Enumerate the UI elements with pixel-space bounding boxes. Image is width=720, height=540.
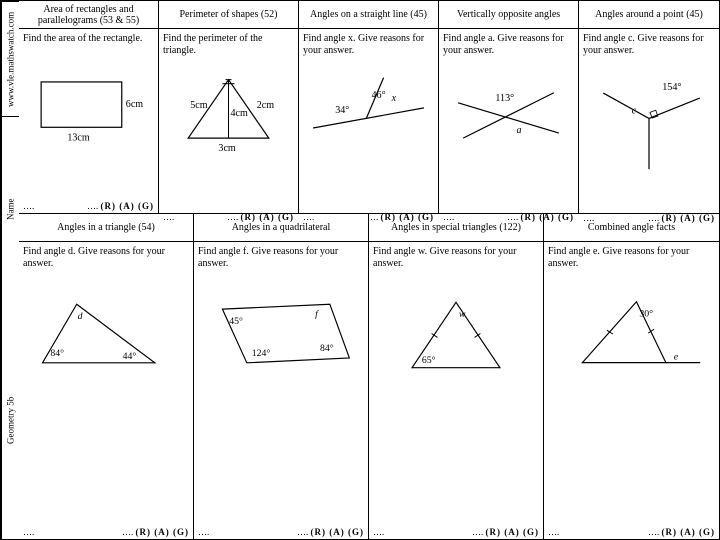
task-triangle-perim: Find the perimeter of the triangle. 5cm … [159, 29, 299, 214]
svg-text:4cm: 4cm [231, 108, 248, 119]
svg-text:45°: 45° [229, 316, 243, 327]
col-header: Combined angle facts [544, 214, 719, 242]
svg-text:46°: 46° [372, 90, 386, 101]
task-vertical: Find angle a. Give reasons for your answ… [439, 29, 579, 214]
prompt: Find angle x. Give reasons for your answ… [303, 33, 434, 56]
col-header: Vertically opposite angles [439, 1, 579, 29]
sidebar-title: Geometry 5b [1, 301, 19, 539]
task-around-point: Find angle c. Give reasons for your answ… [579, 29, 719, 214]
task-quadrilateral: Find angle f. Give reasons for your answ… [194, 242, 369, 539]
prompt: Find angle a. Give reasons for your answ… [443, 33, 574, 56]
sidebar-website: www.vle.mathswatch.com [1, 1, 19, 116]
task-isosceles: Find angle w. Give reasons for your answ… [369, 242, 544, 539]
task-rectangle: Find the area of the rectangle. 6cm 13cm… [19, 29, 159, 214]
svg-text:5cm: 5cm [190, 100, 207, 111]
svg-text:e: e [674, 352, 679, 363]
prompt: Find the area of the rectangle. [23, 33, 154, 45]
svg-text:13cm: 13cm [67, 132, 90, 143]
svg-text:113°: 113° [495, 93, 514, 104]
col-header: Perimeter of shapes (52) [159, 1, 299, 29]
rag: (R) (A) (G) [101, 201, 154, 211]
svg-text:2cm: 2cm [257, 100, 274, 111]
svg-text:w: w [459, 309, 466, 320]
col-header: Area of rectangles and parallelograms (5… [19, 1, 159, 29]
col-header: Angles on a straight line (45) [299, 1, 439, 29]
svg-text:124°: 124° [252, 348, 271, 359]
svg-text:30°: 30° [639, 308, 653, 319]
svg-text:3cm: 3cm [218, 143, 235, 154]
prompt: Find angle e. Give reasons for your answ… [548, 246, 715, 269]
svg-text:d: d [78, 311, 83, 322]
svg-text:154°: 154° [662, 82, 681, 93]
prompt: Find angle c. Give reasons for your answ… [583, 33, 715, 56]
svg-text:44°: 44° [123, 351, 137, 362]
svg-text:x: x [391, 93, 397, 104]
prompt: Find angle f. Give reasons for your answ… [198, 246, 364, 269]
col-header: Angles in a triangle (54) [19, 214, 194, 242]
prompt: Find angle d. Give reasons for your answ… [23, 246, 189, 269]
col-header: Angles in special triangles (122) [369, 214, 544, 242]
dots: …. [23, 201, 34, 211]
svg-text:84°: 84° [320, 343, 334, 354]
svg-text:6cm: 6cm [126, 99, 143, 110]
prompt: Find the perimeter of the triangle. [163, 33, 294, 56]
sidebar-name: Name [1, 116, 19, 301]
svg-text:65°: 65° [422, 355, 436, 366]
col-header: Angles around a point (45) [579, 1, 719, 29]
svg-text:34°: 34° [335, 105, 349, 116]
task-triangle-angle: Find angle d. Give reasons for your answ… [19, 242, 194, 539]
svg-text:f: f [315, 309, 319, 320]
svg-text:c: c [632, 105, 637, 116]
svg-text:a: a [517, 125, 522, 136]
svg-text:84°: 84° [50, 348, 64, 359]
task-combined: Find angle e. Give reasons for your answ… [544, 242, 719, 539]
prompt: Find angle w. Give reasons for your answ… [373, 246, 539, 269]
col-header: Angles in a quadrilateral [194, 214, 369, 242]
task-straight-line: Find angle x. Give reasons for your answ… [299, 29, 439, 214]
